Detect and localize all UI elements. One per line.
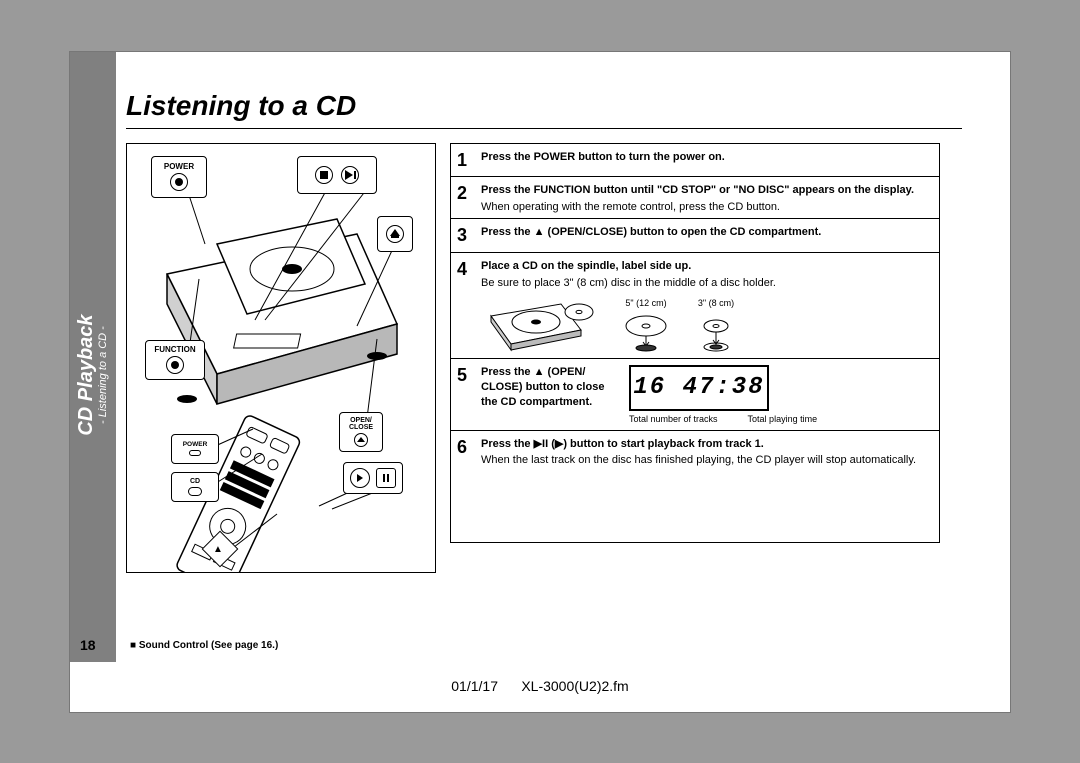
title-rule — [126, 128, 962, 129]
callout-function-label: FUNCTION — [154, 345, 195, 354]
remote-cd-icon — [188, 487, 202, 496]
disc-5in: 5" (12 cm) — [621, 297, 671, 351]
callout-remote-play-pause — [343, 462, 403, 494]
callout-stop-play — [297, 156, 377, 194]
disc-5in-label: 5" (12 cm) — [625, 297, 666, 309]
disc-5in-svg — [621, 312, 671, 352]
manual-page: CD Playback - Listening to a CD - Listen… — [70, 52, 1010, 712]
step-5: 5 Press the ▲ (OPEN/ CLOSE) button to cl… — [451, 359, 939, 430]
lcd-caption-time: Total playing time — [748, 413, 818, 425]
lcd-value: 16 47:38 — [633, 372, 764, 404]
step-4-note: Be sure to place 3" (8 cm) disc in the m… — [481, 276, 933, 291]
step-2-note: When operating with the remote control, … — [481, 200, 933, 215]
step-6-text: Press the ▶II (▶) button to start playba… — [481, 438, 764, 450]
step-6: 6 Press the ▶II (▶) button to start play… — [451, 431, 939, 473]
power-knob-icon — [170, 173, 188, 191]
disc-3in-svg — [691, 312, 741, 352]
open-close-knob-icon — [354, 433, 368, 447]
step-5-text: Press the ▲ (OPEN/ CLOSE) button to clos… — [481, 366, 604, 408]
lcd-caption-tracks: Total number of tracks — [629, 413, 718, 425]
step-2-text: Press the FUNCTION button until "CD STOP… — [481, 184, 914, 196]
callout-remote-power-label: POWER — [183, 441, 208, 448]
diamond-eject-icon: ▲ — [213, 544, 223, 555]
disc-unit-svg — [481, 296, 601, 352]
callout-remote-cd: CD — [171, 472, 219, 502]
disc-figures: 5" (12 cm) 3" (8 cm) — [481, 296, 933, 352]
callout-eject — [377, 216, 413, 252]
device-illustration-panel: POWER FUNCTION OPEN/ CLOSE POWER — [126, 143, 436, 573]
lcd-display: 16 47:38 — [629, 365, 769, 411]
callout-function: FUNCTION — [145, 340, 205, 380]
callout-remote-cd-label: CD — [190, 478, 200, 485]
step-4: 4 Place a CD on the spindle, label side … — [451, 253, 939, 360]
play-knob-icon — [341, 166, 359, 184]
callout-open-close: OPEN/ CLOSE — [339, 412, 383, 452]
stop-knob-icon — [315, 166, 333, 184]
footnote: ■ Sound Control (See page 16.) — [130, 640, 278, 651]
step-4-num: 4 — [457, 257, 473, 281]
section-sidebar: CD Playback - Listening to a CD - — [70, 52, 116, 662]
callout-power-label: POWER — [164, 162, 194, 171]
content-row: POWER FUNCTION OPEN/ CLOSE POWER — [126, 143, 962, 573]
callout-power: POWER — [151, 156, 207, 198]
disc-3in: 3" (8 cm) — [691, 297, 741, 351]
sidebar-subtitle: - Listening to a CD - — [97, 265, 109, 485]
step-3-num: 3 — [457, 223, 473, 247]
function-knob-icon — [166, 356, 184, 374]
callout-open-close-label: OPEN/ CLOSE — [349, 417, 373, 431]
step-3: 3 Press the ▲ (OPEN/CLOSE) button to ope… — [451, 219, 939, 252]
step-2: 2 Press the FUNCTION button until "CD ST… — [451, 177, 939, 220]
step-5-num: 5 — [457, 363, 473, 387]
page-number: 18 — [80, 637, 96, 653]
footer: 01/1/17 XL-3000(U2)2.fm — [70, 678, 1010, 694]
footer-date: 01/1/17 — [451, 678, 498, 694]
step-3-text: Press the ▲ (OPEN/CLOSE) button to open … — [481, 226, 821, 238]
eject-knob-icon — [386, 225, 404, 243]
disc-3in-label: 3" (8 cm) — [698, 297, 734, 309]
remote-pause-icon — [376, 468, 396, 488]
sidebar-label: CD Playback - Listening to a CD - — [75, 265, 109, 485]
callout-remote-power: POWER — [171, 434, 219, 464]
step-1-num: 1 — [457, 148, 473, 172]
step-2-num: 2 — [457, 181, 473, 205]
step-6-note: When the last track on the disc has fini… — [481, 453, 933, 468]
footer-file: XL-3000(U2)2.fm — [521, 678, 628, 694]
page-title: Listening to a CD — [126, 90, 962, 122]
instruction-table: 1 Press the POWER button to turn the pow… — [450, 143, 940, 543]
step-6-num: 6 — [457, 435, 473, 459]
step-1: 1 Press the POWER button to turn the pow… — [451, 144, 939, 177]
remote-play-icon — [350, 468, 370, 488]
sidebar-main-title: CD Playback — [75, 265, 97, 485]
step-4-text: Place a CD on the spindle, label side up… — [481, 260, 691, 272]
step-1-text: Press the POWER button to turn the power… — [481, 151, 725, 163]
remote-power-icon — [189, 450, 201, 456]
